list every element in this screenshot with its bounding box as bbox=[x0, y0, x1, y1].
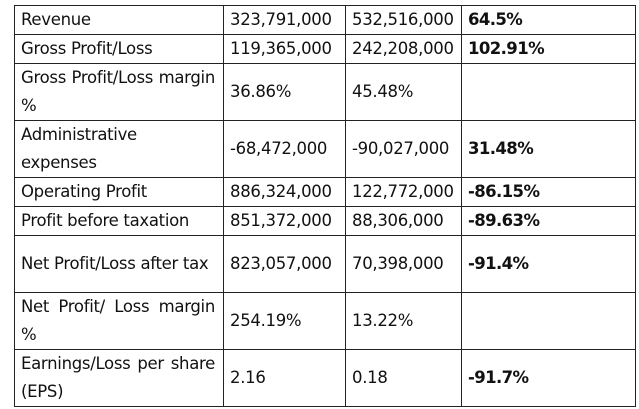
value-cell-period-2: 122,772,000 bbox=[345, 177, 462, 207]
value-cell-period-1: -68,472,000 bbox=[223, 120, 346, 178]
change-cell: 31.48% bbox=[461, 120, 636, 178]
change-cell: 102.91% bbox=[461, 34, 636, 64]
row-label: Administrative expenses bbox=[14, 120, 224, 178]
table-row: Net Profit/ Loss margin % 254.19% 13.22% bbox=[14, 292, 636, 350]
value-cell-period-2: 242,208,000 bbox=[345, 34, 462, 64]
value-cell-period-2: 0.18 bbox=[345, 349, 462, 407]
value-cell-period-2: 532,516,000 bbox=[345, 5, 462, 35]
table-row: Net Profit/Loss after tax 823,057,000 70… bbox=[14, 235, 636, 293]
row-label: Earnings/Loss per share (EPS) bbox=[14, 349, 224, 407]
value-cell-period-1: 823,057,000 bbox=[223, 235, 346, 293]
change-cell: -89.63% bbox=[461, 206, 636, 236]
change-cell bbox=[461, 63, 636, 121]
row-label: Net Profit/Loss after tax bbox=[14, 235, 224, 293]
change-cell: 64.5% bbox=[461, 5, 636, 35]
row-label: Gross Profit/Loss margin % bbox=[14, 63, 224, 121]
table-row: Operating Profit 886,324,000 122,772,000… bbox=[14, 177, 636, 207]
change-cell: -86.15% bbox=[461, 177, 636, 207]
value-cell-period-1: 254.19% bbox=[223, 292, 346, 350]
row-label: Profit before taxation bbox=[14, 206, 224, 236]
change-cell: -91.4% bbox=[461, 235, 636, 293]
table-row: Revenue 323,791,000 532,516,000 64.5% bbox=[14, 5, 636, 35]
row-label: Revenue bbox=[14, 5, 224, 35]
financial-summary-table: Revenue 323,791,000 532,516,000 64.5% Gr… bbox=[14, 5, 636, 407]
table-row: Gross Profit/Loss 119,365,000 242,208,00… bbox=[14, 34, 636, 64]
value-cell-period-1: 2.16 bbox=[223, 349, 346, 407]
value-cell-period-1: 119,365,000 bbox=[223, 34, 346, 64]
value-cell-period-2: -90,027,000 bbox=[345, 120, 462, 178]
value-cell-period-1: 323,791,000 bbox=[223, 5, 346, 35]
change-cell bbox=[461, 292, 636, 350]
value-cell-period-1: 851,372,000 bbox=[223, 206, 346, 236]
value-cell-period-2: 45.48% bbox=[345, 63, 462, 121]
change-cell: -91.7% bbox=[461, 349, 636, 407]
row-label: Net Profit/ Loss margin % bbox=[14, 292, 224, 350]
table-row: Administrative expenses -68,472,000 -90,… bbox=[14, 120, 636, 178]
table-row: Profit before taxation 851,372,000 88,30… bbox=[14, 206, 636, 236]
table-row: Earnings/Loss per share (EPS) 2.16 0.18 … bbox=[14, 349, 636, 407]
value-cell-period-1: 36.86% bbox=[223, 63, 346, 121]
table-row: Gross Profit/Loss margin % 36.86% 45.48% bbox=[14, 63, 636, 121]
value-cell-period-2: 70,398,000 bbox=[345, 235, 462, 293]
row-label: Gross Profit/Loss bbox=[14, 34, 224, 64]
row-label: Operating Profit bbox=[14, 177, 224, 207]
value-cell-period-1: 886,324,000 bbox=[223, 177, 346, 207]
value-cell-period-2: 88,306,000 bbox=[345, 206, 462, 236]
value-cell-period-2: 13.22% bbox=[345, 292, 462, 350]
